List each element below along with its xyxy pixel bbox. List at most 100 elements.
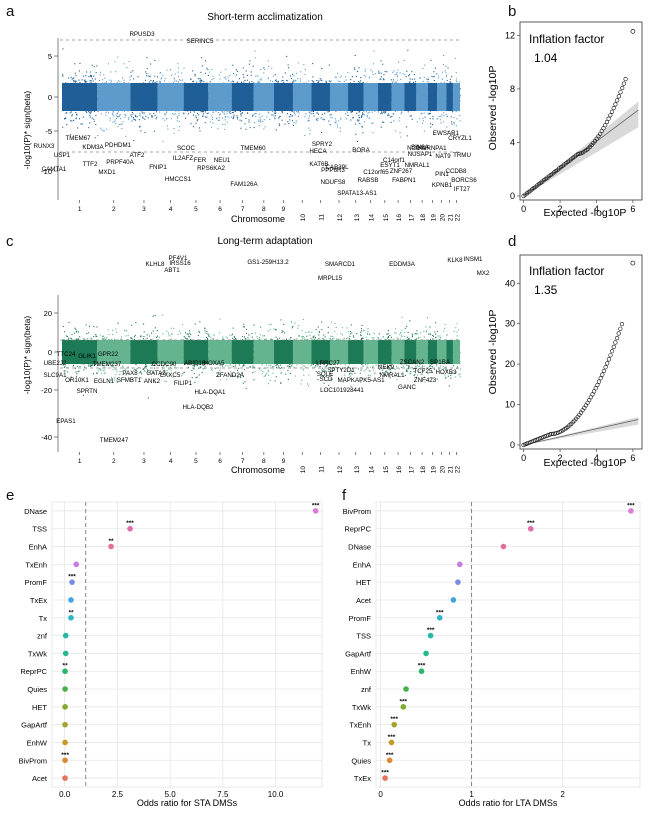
snp-point xyxy=(158,81,160,83)
snp-point xyxy=(139,104,141,106)
snp-point xyxy=(283,350,285,352)
snp-point xyxy=(283,88,285,90)
snp-point xyxy=(224,116,226,118)
snp-point xyxy=(269,89,271,91)
snp-point xyxy=(292,124,294,126)
snp-point xyxy=(151,332,153,334)
snp-point xyxy=(331,83,333,85)
snp-point xyxy=(351,95,353,97)
snp-point xyxy=(80,355,82,357)
snp-point xyxy=(81,340,83,342)
snp-point xyxy=(237,369,239,371)
snp-point xyxy=(226,121,228,123)
snp-point xyxy=(190,102,192,104)
snp-point xyxy=(376,91,378,93)
snp-point xyxy=(433,89,435,91)
snp-point xyxy=(444,99,446,101)
snp-point xyxy=(298,325,300,327)
snp-point xyxy=(78,70,80,72)
snp-point xyxy=(294,80,296,82)
snp-point xyxy=(112,349,114,351)
snp-point xyxy=(402,92,404,94)
snp-point xyxy=(306,102,308,104)
snp-point xyxy=(271,99,273,101)
snp-point xyxy=(65,82,67,84)
snp-point xyxy=(95,335,97,337)
snp-point xyxy=(389,92,391,94)
snp-point xyxy=(312,63,314,65)
snp-point xyxy=(452,93,454,95)
snp-point xyxy=(236,103,238,105)
snp-point xyxy=(115,328,117,330)
snp-point xyxy=(306,106,308,108)
snp-point xyxy=(365,109,367,111)
snp-point xyxy=(225,108,227,110)
snp-point xyxy=(167,107,169,109)
snp-point xyxy=(95,72,97,74)
snp-point xyxy=(248,119,250,121)
snp-point xyxy=(107,96,109,98)
snp-point xyxy=(142,358,144,360)
snp-point xyxy=(403,100,405,102)
snp-point xyxy=(389,93,391,95)
snp-point xyxy=(337,104,339,106)
snp-point xyxy=(207,345,209,347)
snp-point xyxy=(186,97,188,99)
snp-point xyxy=(441,71,443,73)
snp-point xyxy=(70,76,72,78)
snp-point xyxy=(358,93,360,95)
snp-point xyxy=(288,356,290,358)
snp-point xyxy=(134,350,136,352)
snp-point xyxy=(188,357,190,359)
snp-point xyxy=(341,100,343,102)
snp-point xyxy=(359,105,361,107)
snp-point xyxy=(272,366,274,368)
snp-point xyxy=(341,104,343,106)
snp-point xyxy=(401,104,403,106)
snp-point xyxy=(95,109,97,111)
snp-point xyxy=(312,112,314,114)
snp-point xyxy=(310,364,312,366)
snp-point xyxy=(245,97,247,99)
snp-point xyxy=(252,106,254,108)
snp-point xyxy=(300,357,302,359)
snp-point xyxy=(431,102,433,104)
snp-point xyxy=(236,88,238,90)
snp-point xyxy=(279,99,281,101)
snp-point xyxy=(181,99,183,101)
snp-point xyxy=(303,337,305,339)
snp-point xyxy=(331,117,333,119)
snp-point xyxy=(75,81,77,83)
snp-point xyxy=(254,362,256,364)
snp-point xyxy=(353,67,355,69)
snp-point xyxy=(412,89,414,91)
y-tick-label: 5 xyxy=(48,52,52,61)
snp-point xyxy=(164,82,166,84)
snp-point xyxy=(277,358,279,360)
snp-point xyxy=(377,111,379,113)
snp-point xyxy=(368,86,370,88)
snp-point xyxy=(240,88,242,90)
snp-point xyxy=(342,88,344,90)
snp-point xyxy=(139,362,141,364)
snp-point xyxy=(154,93,156,95)
snp-point xyxy=(280,352,282,354)
snp-point xyxy=(118,87,120,89)
snp-point xyxy=(224,343,226,345)
snp-point xyxy=(233,365,235,367)
snp-point xyxy=(169,335,171,337)
snp-point xyxy=(195,357,197,359)
snp-point xyxy=(99,104,101,106)
snp-point xyxy=(124,345,126,347)
snp-point xyxy=(152,104,154,106)
snp-point xyxy=(183,356,185,358)
snp-point xyxy=(98,353,100,355)
snp-point xyxy=(109,350,111,352)
snp-point xyxy=(166,101,168,103)
gene-label: KAT6B xyxy=(309,161,328,168)
snp-point xyxy=(346,86,348,88)
snp-point xyxy=(196,120,198,122)
snp-point xyxy=(107,105,109,107)
snp-point xyxy=(135,364,137,366)
